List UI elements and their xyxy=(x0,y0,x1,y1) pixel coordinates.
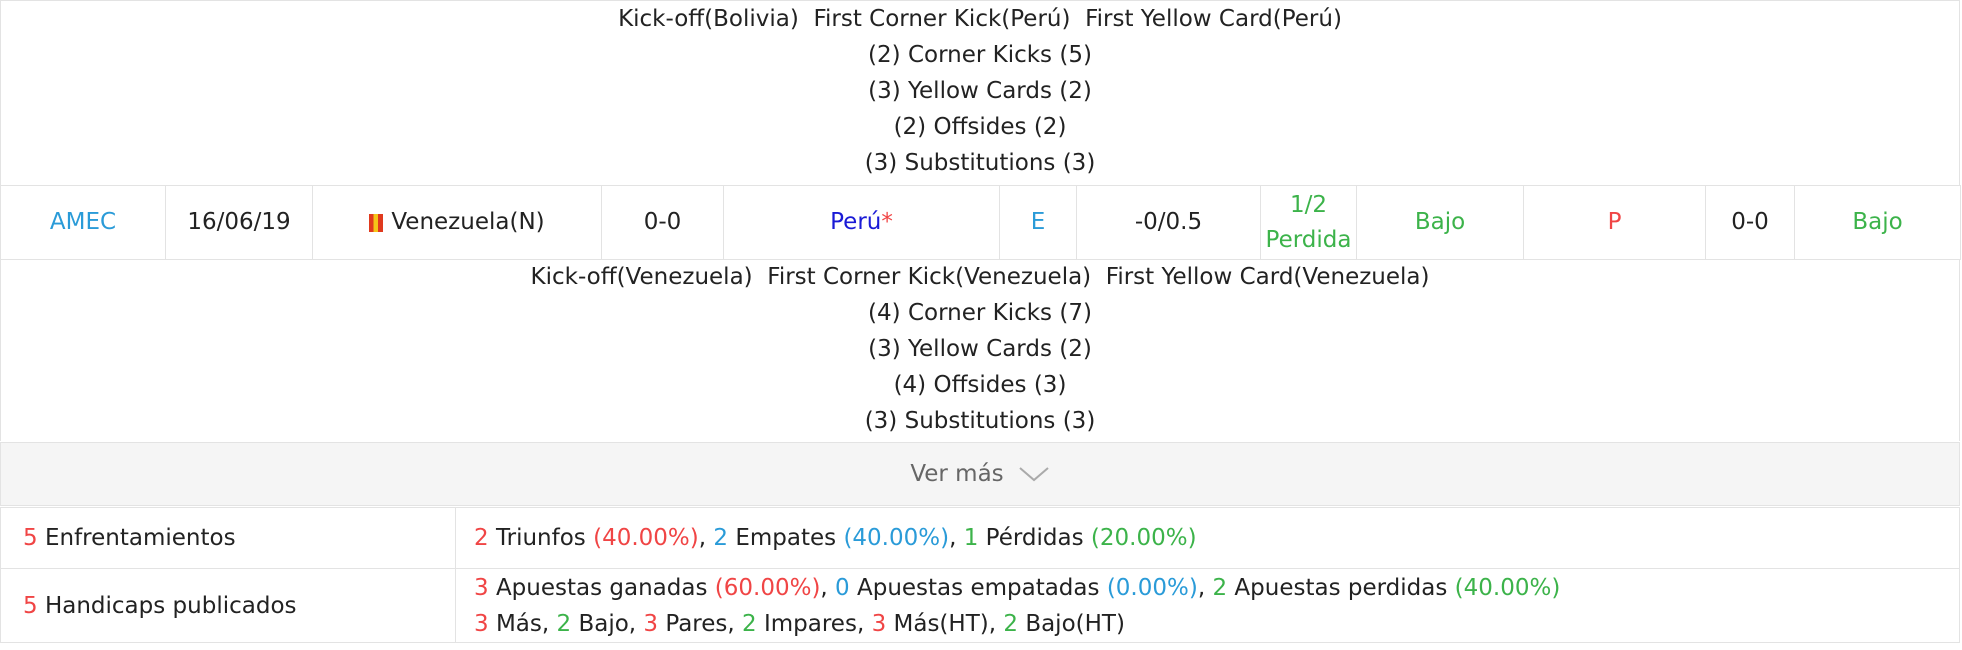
ht-score-cell: 0-0 xyxy=(1706,186,1795,259)
match-details-1: Kick-off(Bolivia) First Corner Kick(Perú… xyxy=(0,0,1960,185)
over-count: 3 xyxy=(474,610,489,637)
yellow-cards-stat: (3) Yellow Cards (2) xyxy=(868,336,1092,362)
offsides-stat: (2) Offsides (2) xyxy=(893,114,1067,140)
show-more-button[interactable]: Ver más xyxy=(0,442,1960,506)
first-events-line: Kick-off(Venezuela) First Corner Kick(Ve… xyxy=(1,259,1959,295)
corner-kicks-stat: (4) Corner Kicks (7) xyxy=(868,300,1092,326)
show-more-label[interactable]: Ver más xyxy=(910,461,1004,487)
kickoff-text: Kick-off(Venezuela) xyxy=(530,264,753,290)
wins-label: Triunfos xyxy=(495,525,586,551)
handicaps-values: 3 Apuestas ganadas (60.00%), 0 Apuestas … xyxy=(474,574,1561,637)
losses-pct: (20.00%) xyxy=(1090,525,1197,551)
matchups-label-text: Enfrentamientos xyxy=(44,525,236,551)
first-yellow-text: First Yellow Card(Perú) xyxy=(1085,6,1342,32)
home-team-name[interactable]: Venezuela(N) xyxy=(391,209,545,235)
handicap-result-label: Perdida xyxy=(1265,226,1352,253)
neutral-mark: * xyxy=(881,209,893,235)
ht-over-under-cell: Bajo xyxy=(1795,186,1961,259)
yellow-cards-stat: (3) Yellow Cards (2) xyxy=(868,78,1092,104)
under-count: 2 xyxy=(556,610,572,637)
bets-won-pct: (60.00%) xyxy=(714,574,821,601)
losses-count: 1 xyxy=(963,525,979,551)
bets-lost-count: 2 xyxy=(1212,574,1228,601)
odd-count: 2 xyxy=(742,610,757,637)
bets-won-count: 3 xyxy=(474,574,489,601)
handicaps-label-text: Handicaps publicados xyxy=(44,592,297,619)
over-under-cell: Bajo xyxy=(1357,186,1524,259)
score-cell: 0-0 xyxy=(602,186,724,259)
result-cell: E xyxy=(1000,186,1077,259)
handicap-cell: -0/0.5 xyxy=(1077,186,1261,259)
match-details-2: Kick-off(Venezuela) First Corner Kick(Ve… xyxy=(0,259,1960,441)
handicaps-label: 5 Handicaps publicados xyxy=(1,569,456,642)
ht-result-cell: P xyxy=(1524,186,1706,259)
kickoff-text: Kick-off(Bolivia) xyxy=(618,6,799,32)
over-ht-label: Más(HT) xyxy=(893,610,989,637)
bets-tied-pct: (0.00%) xyxy=(1106,574,1198,601)
wins-count: 2 xyxy=(474,525,489,551)
substitutions-stat: (3) Substitutions (3) xyxy=(864,150,1096,176)
handicap-result-value: 1/2 xyxy=(1289,191,1327,218)
bets-tied-count: 0 xyxy=(835,574,850,601)
league-link[interactable]: AMEC xyxy=(49,209,117,235)
first-corner-text: First Corner Kick(Perú) xyxy=(813,6,1071,32)
bets-lost-pct: (40.00%) xyxy=(1454,574,1561,601)
draws-label: Empates xyxy=(735,525,837,551)
matchups-label: 5 Enfrentamientos xyxy=(1,508,456,568)
first-corner-text: First Corner Kick(Venezuela) xyxy=(767,264,1092,290)
over-ht-count: 3 xyxy=(871,610,887,637)
handicaps-count: 5 xyxy=(23,592,38,619)
chevron-down-icon[interactable] xyxy=(1018,465,1050,483)
home-team-cell[interactable]: Venezuela(N) xyxy=(313,186,602,259)
matchups-summary-row: 5 Enfrentamientos 2 Triunfos (40.00%), 2… xyxy=(0,507,1960,569)
handicap-result-cell: 1/2 Perdida xyxy=(1261,186,1357,259)
away-team-cell[interactable]: Perú * xyxy=(724,186,1000,259)
date-cell: 16/06/19 xyxy=(166,186,313,259)
substitutions-stat: (3) Substitutions (3) xyxy=(864,408,1096,434)
away-team-name[interactable]: Perú xyxy=(830,209,882,235)
league-cell[interactable]: AMEC xyxy=(1,186,166,259)
under-ht-label: Bajo(HT) xyxy=(1025,610,1125,637)
draws-pct: (40.00%) xyxy=(843,525,950,551)
bets-won-label: Apuestas ganadas xyxy=(495,574,708,601)
offsides-stat: (4) Offsides (3) xyxy=(893,372,1067,398)
bets-lost-label: Apuestas perdidas xyxy=(1234,574,1448,601)
matchups-values: 2 Triunfos (40.00%), 2 Empates (40.00%),… xyxy=(474,525,1197,551)
draws-count: 2 xyxy=(713,525,729,551)
first-yellow-text: First Yellow Card(Venezuela) xyxy=(1105,264,1430,290)
under-ht-count: 2 xyxy=(1003,610,1018,637)
handicaps-summary-row: 5 Handicaps publicados 3 Apuestas ganada… xyxy=(0,569,1960,643)
even-count: 3 xyxy=(643,610,659,637)
bets-tied-label: Apuestas empatadas xyxy=(857,574,1100,601)
odd-label: Impares xyxy=(763,610,857,637)
corner-kicks-stat: (2) Corner Kicks (5) xyxy=(868,42,1092,68)
matchups-count: 5 xyxy=(23,525,38,551)
losses-label: Pérdidas xyxy=(985,525,1084,551)
table-row[interactable]: AMEC 16/06/19 Venezuela(N) 0-0 Perú * E -… xyxy=(0,185,1961,260)
wins-pct: (40.00%) xyxy=(593,525,699,551)
under-label: Bajo xyxy=(578,610,629,637)
over-label: Más xyxy=(495,610,542,637)
even-label: Pares xyxy=(665,610,728,637)
first-events-line: Kick-off(Bolivia) First Corner Kick(Perú… xyxy=(1,1,1959,37)
venezuela-flag-icon xyxy=(369,213,384,232)
